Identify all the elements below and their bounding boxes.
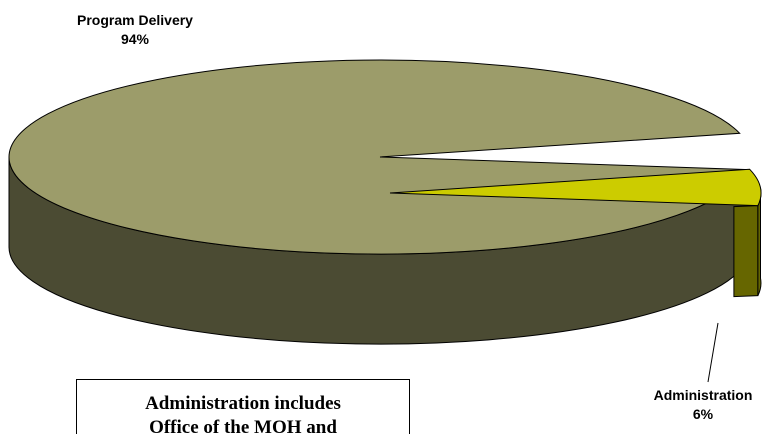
slice-program-delivery [8,59,749,345]
label-administration-value: 6% [692,406,714,422]
slice-administration [389,168,762,298]
note-line-1: Administration includes [145,393,341,414]
leader-line-administration [707,322,719,383]
label-administration: Administration 6% [633,386,773,424]
note-box: Administration includes Office of the MO… [76,379,410,434]
label-program-delivery-name: Program Delivery [77,12,193,28]
slice-administration-top [389,168,762,207]
slice-administration-face [733,205,759,298]
label-administration-name: Administration [653,387,753,403]
slice-program-delivery-top [8,59,749,255]
label-program-delivery: Program Delivery 94% [40,11,230,49]
label-program-delivery-value: 94% [120,31,150,47]
note-line-2: Office of the MOH and [149,417,337,434]
